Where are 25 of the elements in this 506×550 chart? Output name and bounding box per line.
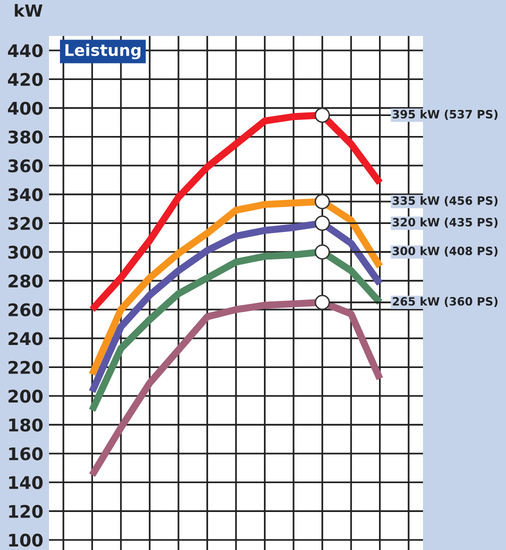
annotation: 395 kW (537 PS) bbox=[392, 110, 498, 120]
y-tick-label: 200 bbox=[8, 390, 43, 403]
y-tick-label: 360 bbox=[8, 159, 43, 172]
chart-title: Leistung bbox=[65, 44, 140, 60]
y-tick-label: 420 bbox=[8, 72, 43, 86]
y-tick-label: 140 bbox=[9, 476, 43, 490]
y-tick-label: 220 bbox=[8, 360, 43, 374]
y-tick-label: 180 bbox=[9, 418, 43, 432]
y-tick-label: 280 bbox=[8, 274, 43, 288]
y-tick-label: 320 bbox=[8, 216, 43, 230]
y-tick-label: 100 bbox=[9, 534, 43, 547]
y-tick-label: 160 bbox=[9, 447, 43, 460]
annotation: 335 kW (456 PS) bbox=[392, 196, 498, 206]
y-axis-title: kW bbox=[14, 4, 42, 17]
annotation: 320 kW (435 PS) bbox=[392, 218, 498, 228]
y-tick-label: 340 bbox=[8, 188, 43, 202]
y-tick-label: 380 bbox=[8, 130, 43, 144]
y-tick-label: 400 bbox=[8, 102, 43, 115]
y-tick-label: 260 bbox=[8, 303, 43, 316]
annotation: 300 kW (408 PS) bbox=[392, 246, 498, 257]
y-tick-label: 440 bbox=[8, 44, 43, 58]
annotation: 265 kW (360 PS) bbox=[392, 296, 498, 308]
y-tick-label: 300 bbox=[8, 246, 43, 259]
y-tick-label: 120 bbox=[9, 504, 43, 518]
y-tick-label: 240 bbox=[8, 332, 43, 346]
